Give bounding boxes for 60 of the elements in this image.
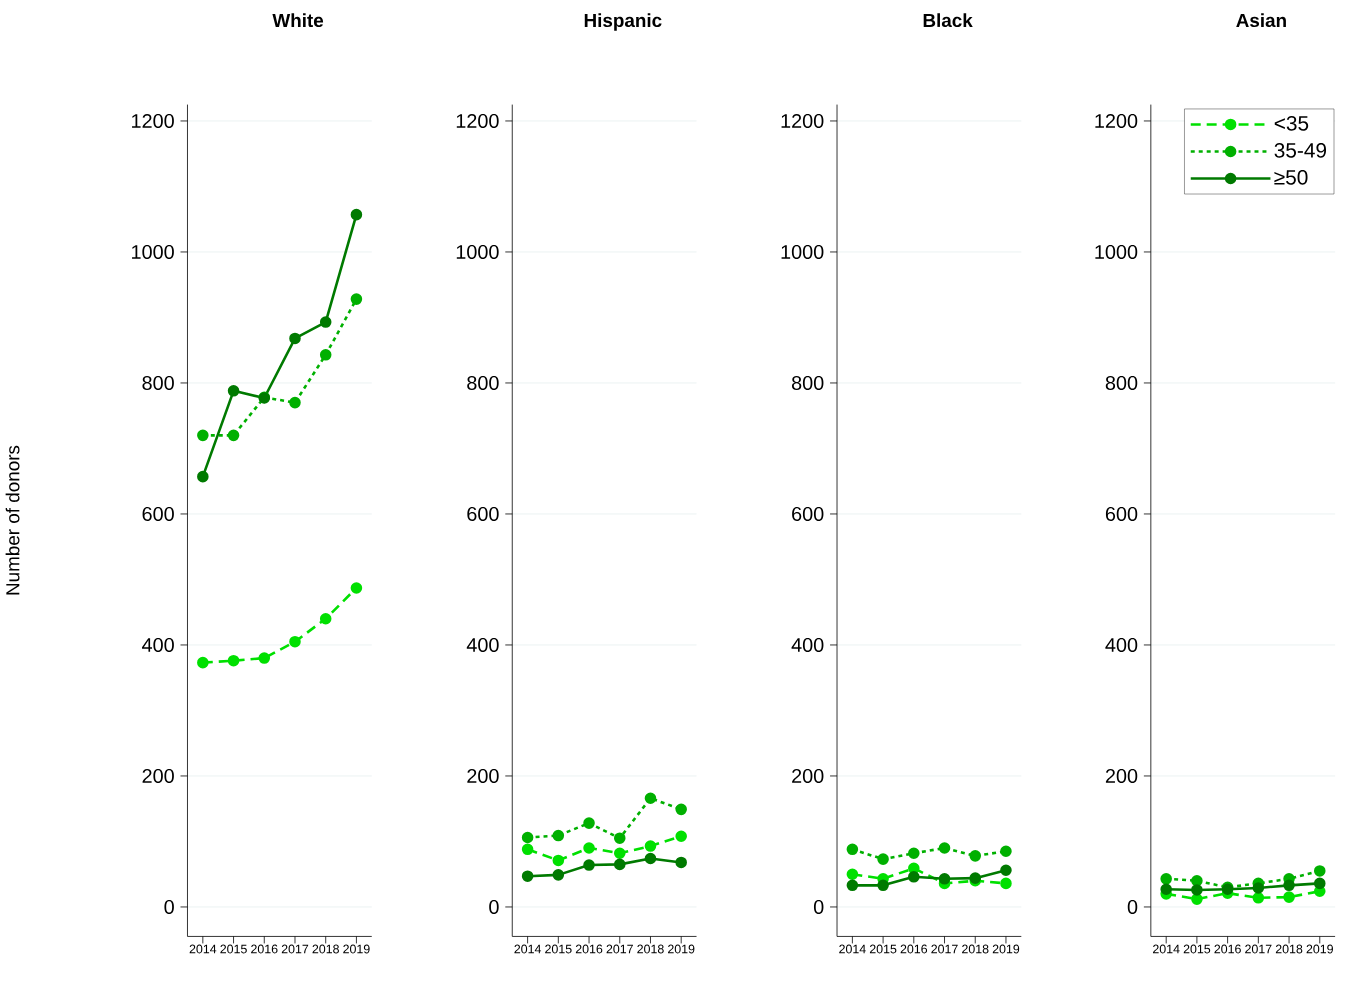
chart-title: White bbox=[272, 13, 324, 27]
legend-label: 35-49 bbox=[1274, 142, 1327, 158]
y-tick-label: 0 bbox=[164, 899, 174, 914]
x-tick-label: 2019 bbox=[343, 944, 370, 954]
x-tick-label: 2017 bbox=[931, 944, 958, 954]
legend-label: ≥50 bbox=[1274, 169, 1308, 185]
x-tick-label: 2019 bbox=[1306, 944, 1333, 954]
x-tick-label: 2018 bbox=[637, 944, 664, 954]
chart-title: Black bbox=[923, 13, 973, 27]
y-tick-label: 600 bbox=[1105, 506, 1138, 521]
x-tick-label: 2014 bbox=[189, 944, 217, 954]
y-tick-label: 1200 bbox=[1095, 113, 1138, 128]
y-tick-label: 800 bbox=[467, 375, 499, 390]
y-tick-label: 400 bbox=[142, 637, 174, 652]
legend-label: <35 bbox=[1274, 115, 1309, 131]
x-tick-label: 2016 bbox=[900, 944, 928, 954]
x-tick-label: 2018 bbox=[962, 944, 989, 954]
x-tick-label: 2014 bbox=[1153, 944, 1180, 954]
y-tick-label: 400 bbox=[791, 637, 824, 652]
y-tick-label: 200 bbox=[1105, 768, 1138, 783]
x-tick-label: 2015 bbox=[545, 944, 572, 954]
y-tick-label: 1200 bbox=[781, 113, 824, 128]
y-tick-label: 1000 bbox=[132, 244, 174, 259]
y-tick-label: 800 bbox=[142, 375, 174, 390]
y-tick-label: 200 bbox=[467, 768, 499, 783]
x-tick-label: 2017 bbox=[1245, 944, 1272, 954]
y-tick-label: 600 bbox=[142, 506, 174, 521]
x-tick-label: 2016 bbox=[1214, 944, 1241, 954]
x-tick-label: 2019 bbox=[992, 944, 1020, 954]
x-tick-label: 2015 bbox=[220, 944, 247, 954]
x-tick-label: 2014 bbox=[514, 944, 542, 954]
y-tick-label: 800 bbox=[791, 375, 824, 390]
x-tick-label: 2017 bbox=[281, 944, 309, 954]
y-tick-label: 400 bbox=[466, 637, 499, 652]
y-tick-label: 1000 bbox=[781, 244, 824, 259]
y-tick-label: 1200 bbox=[132, 113, 174, 128]
y-tick-label: 400 bbox=[1105, 637, 1138, 652]
y-tick-label: 1000 bbox=[1095, 244, 1138, 259]
x-tick-label: 2017 bbox=[606, 944, 633, 954]
y-axis-title: Number of donors bbox=[5, 445, 20, 595]
y-tick-label: 0 bbox=[813, 899, 824, 914]
y-tick-label: 600 bbox=[467, 506, 499, 521]
x-tick-label: 2016 bbox=[251, 944, 278, 954]
x-tick-label: 2018 bbox=[312, 944, 339, 954]
y-tick-label: 800 bbox=[1105, 375, 1138, 390]
x-tick-label: 2016 bbox=[575, 944, 603, 954]
y-tick-label: 1000 bbox=[456, 244, 499, 259]
x-tick-label: 2015 bbox=[1183, 944, 1211, 954]
y-tick-label: 0 bbox=[1127, 899, 1138, 914]
chart-title: Hispanic bbox=[584, 13, 662, 31]
x-tick-label: 2014 bbox=[839, 944, 866, 954]
x-tick-label: 2015 bbox=[869, 944, 897, 954]
y-tick-label: 200 bbox=[792, 768, 824, 783]
y-tick-label: 1200 bbox=[456, 113, 499, 128]
y-tick-label: 200 bbox=[142, 768, 174, 783]
x-tick-label: 2018 bbox=[1275, 944, 1303, 954]
chart-title: Asian bbox=[1236, 13, 1286, 27]
y-tick-label: 600 bbox=[792, 506, 824, 521]
x-tick-label: 2019 bbox=[668, 944, 695, 954]
y-tick-label: 0 bbox=[489, 899, 499, 914]
